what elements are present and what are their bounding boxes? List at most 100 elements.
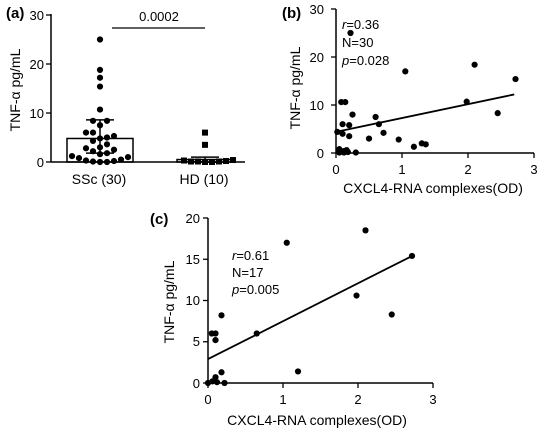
panel-c-data-point bbox=[218, 312, 225, 319]
panel-a-ssc-point bbox=[96, 83, 104, 90]
panel-c-data-point bbox=[362, 227, 369, 234]
panel-a-ssc-point bbox=[89, 148, 97, 155]
panel-b-y-axis-title: TNF-α pg/mL bbox=[287, 46, 303, 129]
panel-a-hd-point bbox=[202, 141, 208, 148]
panel-c-regression-line bbox=[207, 255, 411, 360]
panel-c-xtick-3: 3 bbox=[429, 392, 436, 407]
panel-a-ssc-point bbox=[96, 151, 104, 158]
panel-c-data-point bbox=[218, 369, 225, 376]
panel-c-ytick-5: 5 bbox=[193, 334, 200, 349]
panel-b-data-point bbox=[346, 122, 353, 129]
panel-c-data-point bbox=[294, 368, 302, 375]
panel-b-label: (b) bbox=[282, 5, 301, 22]
panel-a-ssc-point bbox=[89, 129, 97, 136]
panel-a-ssc-point bbox=[68, 153, 76, 160]
panel-a-ssc-point bbox=[103, 134, 111, 141]
panel-b-data-point bbox=[372, 113, 379, 121]
panel-c-xtick-1: 1 bbox=[279, 392, 286, 407]
panel-b-r-value: =0.36 bbox=[346, 17, 379, 32]
panel-b-xtick-1: 1 bbox=[398, 162, 405, 177]
panel-a-category-ssc: SSc (30) bbox=[72, 171, 126, 187]
panel-a-hd-point bbox=[181, 157, 187, 164]
panel-b-ytick-20: 20 bbox=[310, 50, 324, 65]
panel-a-hd-point bbox=[202, 129, 208, 136]
panel-b-data-point bbox=[494, 110, 501, 117]
panel-c-data-point bbox=[213, 379, 221, 386]
panel-b-ytick-10: 10 bbox=[310, 98, 324, 113]
panel-b-data-point bbox=[471, 61, 478, 68]
panel-b-data-point bbox=[422, 141, 429, 148]
panel-b-n-stat: N=30 bbox=[342, 35, 373, 50]
panel-a-ssc-point bbox=[110, 132, 118, 140]
panel-a-ssc-point bbox=[110, 146, 118, 153]
panel-b-data-point bbox=[349, 111, 356, 118]
panel-a-ssc-point bbox=[103, 117, 111, 124]
panel-a-ytick-0: 0 bbox=[37, 155, 44, 170]
panel-b-data-point bbox=[339, 121, 346, 128]
panel-a-ssc-point bbox=[89, 117, 97, 124]
panel-a-hd-point bbox=[209, 159, 215, 165]
panel-b-r-symbol: r bbox=[342, 17, 347, 32]
panel-a-ssc-point bbox=[82, 129, 90, 136]
panel-b-data-point bbox=[410, 143, 417, 150]
panel-c-data-point bbox=[204, 379, 212, 387]
panel-a-ssc-point bbox=[82, 145, 90, 152]
panel-a-ssc-point bbox=[89, 158, 97, 165]
panel-c-xtick-2: 2 bbox=[354, 392, 361, 407]
panel-a-ssc-point bbox=[96, 144, 104, 151]
panel-b-r-stat: r=0.36 bbox=[342, 17, 379, 32]
panel-b-data-point bbox=[402, 68, 409, 75]
panel-c-label: (c) bbox=[150, 211, 168, 228]
panel-a-ssc-point bbox=[96, 122, 104, 129]
panel-b-data-point bbox=[338, 148, 345, 155]
panel-b-x-axis-title: CXCL4-RNA complexes(OD) bbox=[343, 180, 523, 196]
panel-b-data-point bbox=[463, 98, 470, 105]
panel-a-hd-point bbox=[188, 158, 194, 165]
panel-a-ssc-point bbox=[103, 141, 111, 148]
panel-b-data-point bbox=[352, 149, 359, 156]
panel-b-data-point bbox=[343, 147, 350, 154]
panel-a-ssc-point bbox=[124, 154, 132, 161]
panel-a-hd-point bbox=[195, 158, 201, 165]
panel-b: (b) TNF-α pg/mL 0 10 20 30 0 1 2 3 CXCL4… bbox=[282, 2, 538, 196]
panel-a-hd-point bbox=[223, 158, 229, 165]
panel-b-regression-line bbox=[335, 93, 515, 133]
panel-c-ytick-20: 20 bbox=[186, 211, 200, 226]
panel-b-p-stat: p=0.028 bbox=[341, 53, 389, 68]
panel-c-data-point bbox=[253, 330, 260, 337]
panel-c-r-stat: r=0.61 bbox=[232, 248, 269, 263]
panel-a-ssc-point bbox=[96, 158, 104, 166]
panel-c-p-value: =0.005 bbox=[239, 282, 279, 297]
panel-c-r-value: =0.61 bbox=[236, 248, 269, 263]
panel-a-y-axis-title: TNF-α pg/mL bbox=[7, 48, 23, 131]
panel-a-label: (a) bbox=[6, 5, 24, 22]
panel-c-ytick-0: 0 bbox=[193, 376, 200, 391]
panel-c-data-point bbox=[283, 239, 290, 246]
panel-b-data-point bbox=[339, 130, 346, 137]
panel-a-ssc-point bbox=[96, 74, 104, 81]
panel-a-ssc-point bbox=[75, 154, 83, 162]
panel-b-data-point bbox=[395, 136, 402, 143]
panel-b-data-point bbox=[346, 133, 353, 140]
panel-c-n-stat: N=17 bbox=[232, 265, 263, 280]
panel-b-data-point bbox=[334, 128, 341, 135]
panel-b-ytick-30: 30 bbox=[310, 2, 324, 17]
panel-a-hd-point bbox=[216, 158, 222, 165]
panel-c-data-point bbox=[353, 292, 360, 299]
panel-a-ytick-10: 10 bbox=[30, 106, 44, 121]
panel-b-data-point bbox=[365, 135, 373, 142]
panel-c-data-point bbox=[408, 252, 416, 260]
panel-b-data-point bbox=[347, 29, 354, 37]
panel-c-data-point bbox=[212, 337, 219, 344]
panel-c-ytick-15: 15 bbox=[186, 252, 200, 267]
panel-a-ssc-point bbox=[96, 36, 104, 43]
panel-a-ssc-point bbox=[96, 106, 104, 113]
panel-c-p-symbol: p bbox=[231, 282, 239, 297]
panel-c-data-point bbox=[388, 311, 395, 318]
panel-b-data-point bbox=[375, 121, 382, 128]
panel-a-ssc-point bbox=[89, 137, 97, 145]
panel-a-hd-point bbox=[230, 157, 236, 164]
panel-a-ssc-point bbox=[82, 157, 90, 164]
panel-b-p-symbol: p bbox=[341, 53, 349, 68]
